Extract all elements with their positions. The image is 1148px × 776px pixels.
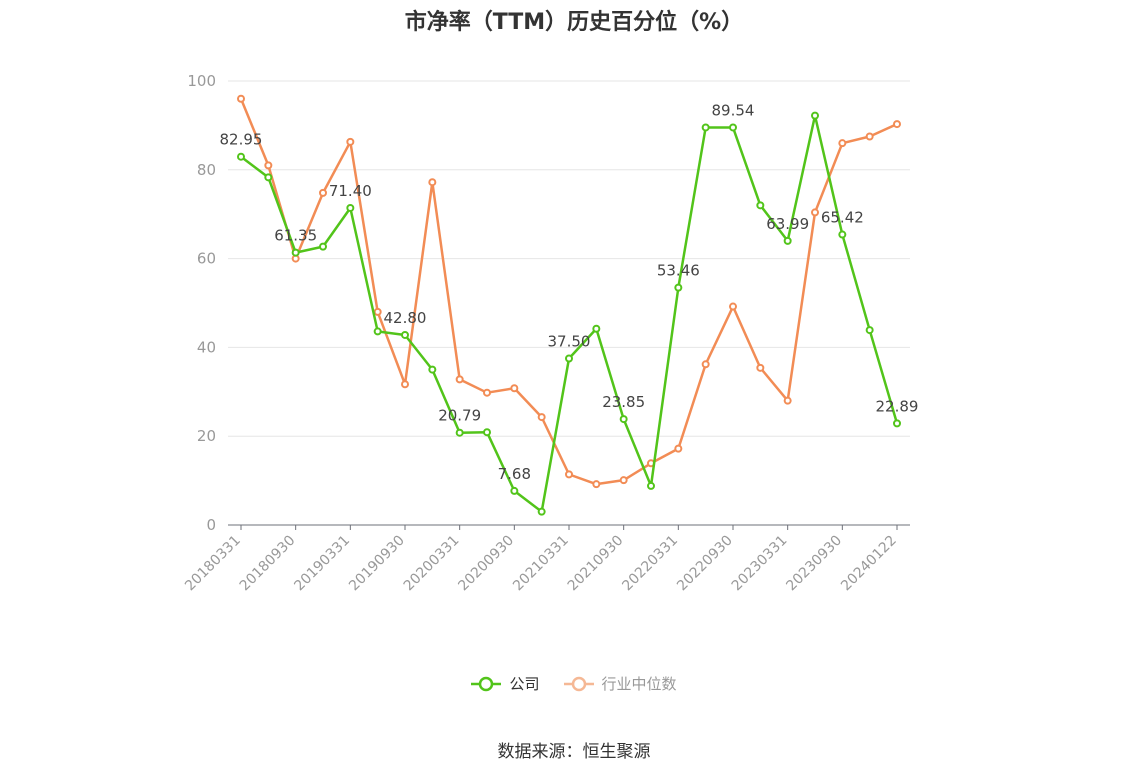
x-tick-label: 20210930 [565, 533, 627, 595]
data-label: 22.89 [876, 397, 919, 415]
legend-label-company: 公司 [509, 675, 540, 693]
data-label: 53.46 [657, 262, 700, 280]
data-label: 63.99 [766, 215, 809, 233]
legend-label-industry: 行业中位数 [601, 675, 677, 693]
x-tick-label: 20200930 [455, 533, 517, 595]
data-point [729, 123, 737, 132]
data-label: 23.85 [602, 393, 645, 411]
data-point [483, 428, 491, 437]
data-point [237, 94, 245, 103]
data-point [619, 415, 628, 424]
y-tick-label: 60 [197, 250, 216, 268]
x-tick-label: 20190930 [346, 533, 408, 595]
data-point [701, 123, 710, 132]
data-label: 89.54 [712, 101, 755, 119]
data-label: 65.42 [821, 209, 864, 227]
data-point [783, 396, 792, 405]
data-source: 数据来源：恒生聚源 [497, 742, 651, 762]
data-point [401, 380, 409, 389]
data-label: 37.50 [548, 333, 591, 351]
data-point [237, 152, 245, 161]
data-point [729, 302, 737, 311]
series-line [240, 114, 899, 513]
data-point [647, 481, 655, 490]
chart-title: 市净率（TTM）历史百分位（%） [404, 10, 744, 35]
y-tick-label: 20 [197, 427, 216, 445]
x-tick-label: 20180930 [237, 533, 299, 595]
data-point [893, 419, 901, 428]
data-point [674, 444, 683, 453]
data-point [838, 230, 847, 239]
legend-line-circle-icon [563, 676, 594, 691]
y-tick-label: 80 [197, 161, 216, 179]
data-point [811, 208, 819, 217]
data-point [865, 326, 874, 335]
data-point [428, 365, 437, 374]
data-point [537, 413, 546, 422]
data-point [401, 330, 409, 339]
data-point [592, 324, 601, 333]
series-line [239, 98, 898, 486]
data-point [537, 507, 546, 516]
data-label: 82.95 [220, 131, 263, 149]
data-point [510, 486, 519, 495]
data-point [565, 470, 573, 479]
data-point [592, 480, 601, 489]
data-point [510, 384, 519, 393]
x-tick-label: 20240122 [838, 533, 900, 595]
data-label: 20.79 [438, 407, 481, 425]
x-tick-label: 20180331 [182, 533, 244, 595]
data-point [893, 120, 901, 129]
data-point [483, 388, 491, 397]
x-tick-label: 20210331 [510, 533, 572, 595]
legend-item-industry[interactable]: 行业中位数 [563, 673, 677, 694]
line-chart: 0 20 40 60 80 100 2018033120180930201903312019… [182, 72, 919, 595]
x-tick-label: 20230930 [783, 533, 845, 595]
data-point [264, 173, 273, 182]
data-point [455, 428, 464, 437]
data-point [783, 236, 792, 245]
data-point [319, 188, 327, 197]
data-point [264, 161, 273, 170]
y-tick-label: 40 [197, 338, 216, 356]
data-point [701, 360, 710, 369]
data-point [756, 201, 765, 210]
y-tick-label: 0 [206, 516, 216, 534]
data-point [346, 137, 355, 146]
data-point [346, 203, 355, 212]
data-point [373, 307, 382, 316]
x-tick-label: 20230331 [729, 533, 791, 595]
data-point [455, 375, 464, 384]
data-point [811, 111, 819, 120]
data-label: 61.35 [274, 227, 317, 245]
data-point [865, 132, 874, 141]
data-point [838, 139, 847, 148]
data-point [565, 354, 573, 363]
y-tick-label: 100 [187, 72, 216, 90]
chart-legend: 公司 行业中位数 [0, 673, 1148, 694]
legend-item-company[interactable]: 公司 [471, 673, 540, 694]
legend-line-circle-icon [471, 676, 502, 691]
data-point [291, 248, 300, 257]
data-point [619, 476, 628, 485]
x-tick-label: 20200331 [401, 533, 463, 595]
x-tick-label: 20220930 [674, 533, 736, 595]
data-point [674, 283, 683, 292]
x-tick-label: 20190331 [291, 533, 353, 595]
data-point [756, 363, 765, 372]
data-label: 7.68 [498, 465, 531, 483]
x-tick-label: 20220331 [619, 533, 681, 595]
data-point [373, 327, 382, 336]
data-label: 42.80 [384, 309, 427, 327]
data-point [428, 178, 437, 187]
data-label: 71.40 [329, 182, 372, 200]
data-point [319, 242, 327, 251]
